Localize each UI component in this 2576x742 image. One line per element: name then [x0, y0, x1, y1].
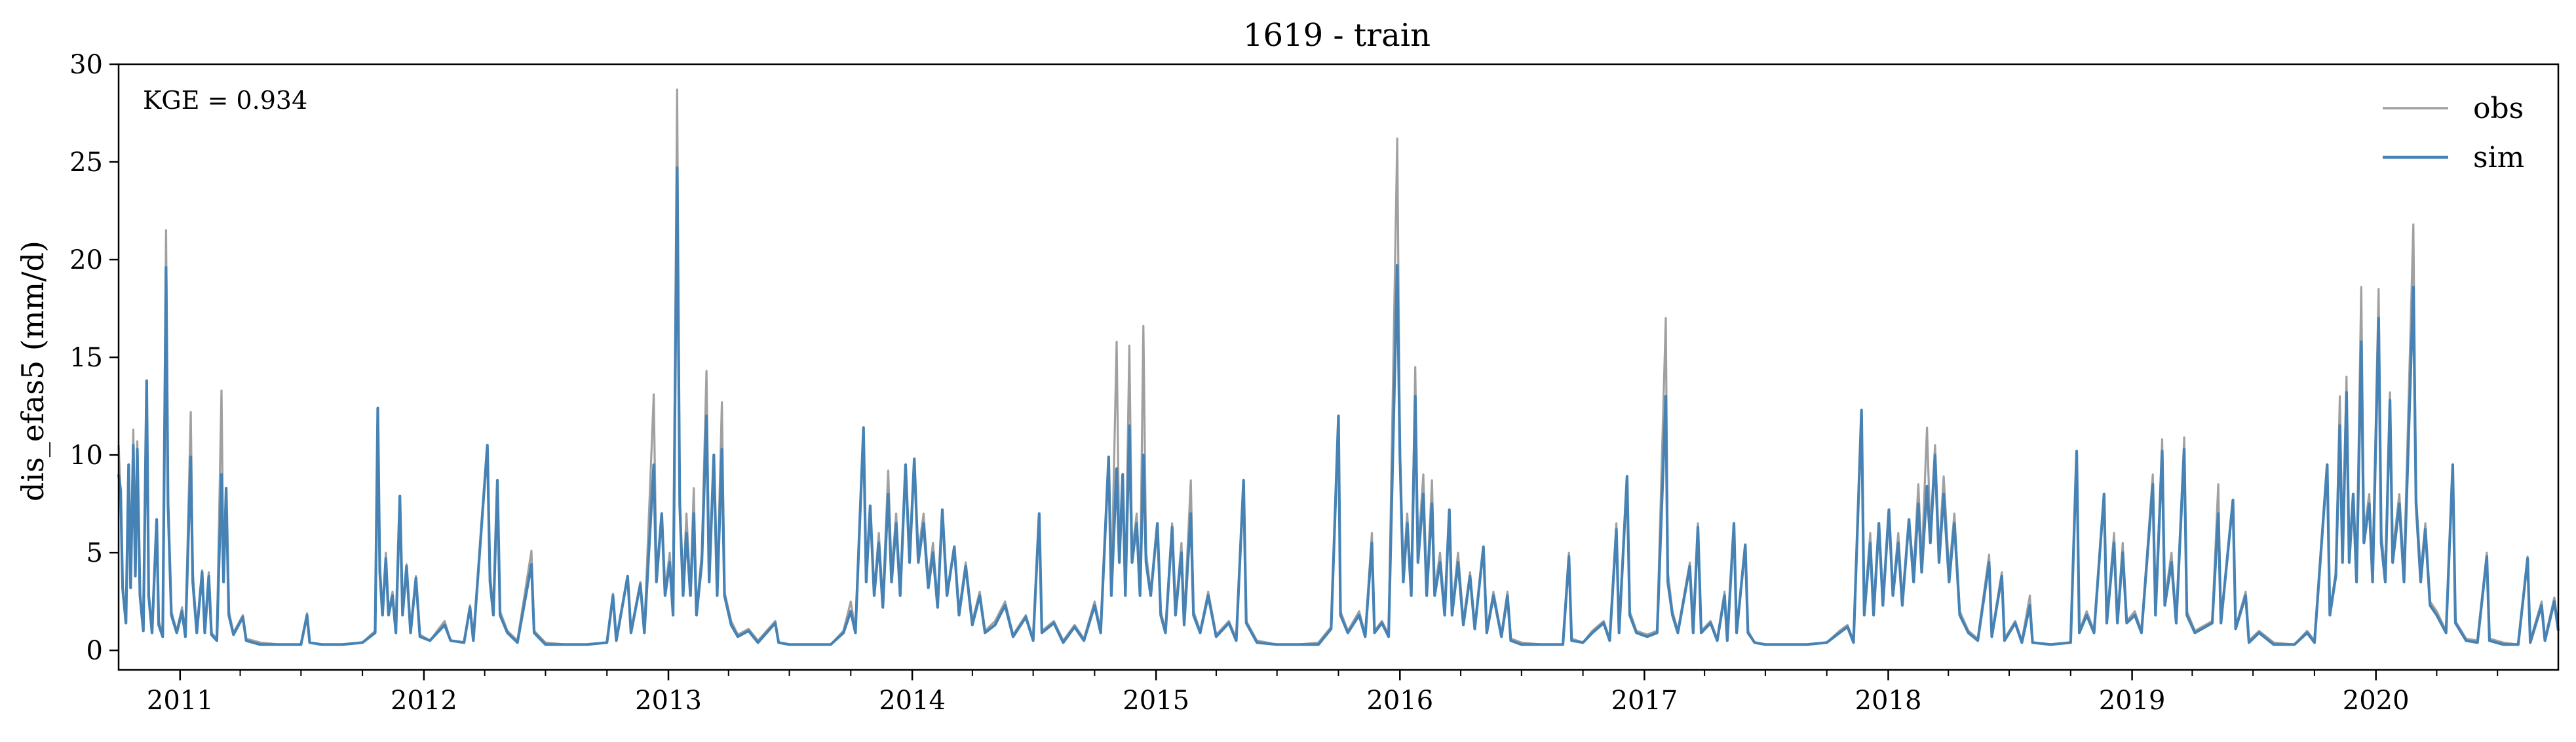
series-layer [117, 88, 2560, 646]
x-tick-label: 2018 [1855, 686, 1922, 716]
x-tick-label: 2020 [2343, 686, 2410, 716]
y-tick-label: 0 [87, 636, 103, 666]
legend-label-obs: obs [2473, 92, 2524, 125]
y-tick-label: 5 [87, 538, 103, 568]
x-tick-label: 2019 [2099, 686, 2166, 716]
y-tick-label: 25 [69, 147, 103, 178]
x-tick-label: 2016 [1366, 686, 1433, 716]
y-tick-label: 15 [69, 343, 103, 373]
x-tick-label: 2014 [879, 686, 946, 716]
legend-label-sim: sim [2473, 141, 2524, 174]
y-axis: 0 5 10 15 20 25 30 [69, 50, 119, 666]
legend: obs sim [2383, 92, 2524, 174]
x-axis: 2011 2012 2013 2014 2015 2016 2017 2018 2019 2020 [147, 670, 2499, 716]
y-tick-label: 10 [69, 440, 103, 471]
x-tick-label: 2011 [147, 686, 214, 716]
chart-title: 1619 - train [1243, 17, 1431, 54]
x-tick-label: 2017 [1611, 686, 1678, 716]
y-axis-title: dis_efas5 (mm/d) [15, 241, 50, 501]
x-tick-label: 2015 [1123, 686, 1189, 716]
series-line-sim [117, 166, 2560, 646]
y-tick-label: 30 [69, 50, 103, 80]
y-tick-label: 20 [69, 245, 103, 275]
x-tick-label: 2013 [635, 686, 702, 716]
kge-annotation: KGE = 0.934 [143, 86, 307, 115]
x-tick-label: 2012 [391, 686, 457, 716]
